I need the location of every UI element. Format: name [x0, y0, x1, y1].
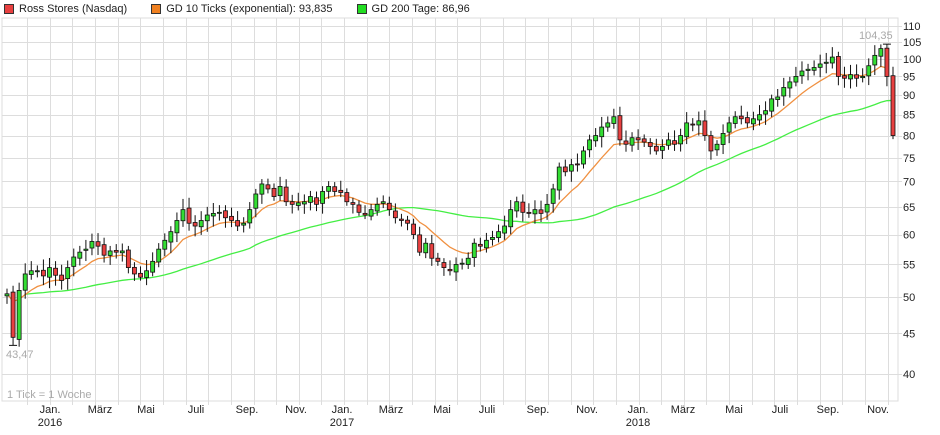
- chart-grid: [1, 17, 902, 405]
- svg-text:Mai: Mai: [433, 404, 451, 416]
- svg-text:110: 110: [903, 21, 921, 33]
- sma200-line: [25, 99, 894, 295]
- svg-text:60: 60: [903, 230, 915, 242]
- svg-text:55: 55: [903, 259, 915, 271]
- legend-item-sma200[interactable]: GD 200 Tage: 86,96: [356, 3, 470, 15]
- svg-text:Sep.: Sep.: [236, 404, 259, 416]
- svg-text:März: März: [88, 404, 112, 416]
- svg-text:90: 90: [903, 90, 915, 102]
- svg-text:Sep.: Sep.: [817, 404, 840, 416]
- svg-text:95: 95: [903, 71, 915, 83]
- svg-text:2017: 2017: [330, 417, 354, 429]
- legend-item-ross-stores[interactable]: Ross Stores (Nasdaq): [4, 3, 127, 15]
- svg-text:Juli: Juli: [479, 404, 496, 416]
- candlestick-series: [4, 43, 896, 347]
- svg-text:Jan.: Jan.: [40, 404, 61, 416]
- svg-text:Nov.: Nov.: [576, 404, 598, 416]
- svg-text:2016: 2016: [38, 417, 62, 429]
- svg-text:Mai: Mai: [137, 404, 155, 416]
- svg-text:75: 75: [903, 153, 915, 165]
- legend-item-ema10[interactable]: GD 10 Ticks (exponential): 93,835: [151, 3, 333, 15]
- svg-text:Juli: Juli: [772, 404, 789, 416]
- legend-swatch-green: [356, 4, 367, 14]
- legend-label: GD 10 Ticks (exponential): 93,835: [166, 3, 333, 15]
- svg-text:Nov.: Nov.: [285, 404, 307, 416]
- svg-text:Juli: Juli: [188, 404, 205, 416]
- svg-text:105: 105: [903, 37, 921, 49]
- svg-text:Sep.: Sep.: [527, 404, 550, 416]
- y-axis: 40 45 50 55 60 65 70 75 80 85 90 95 100 105 110: [903, 21, 921, 381]
- legend-swatch-red: [4, 4, 14, 14]
- svg-text:Mai: Mai: [725, 404, 743, 416]
- svg-text:45: 45: [903, 328, 915, 340]
- svg-text:März: März: [671, 404, 695, 416]
- svg-text:Jan.: Jan.: [628, 404, 649, 416]
- max-price-label: 104,35: [859, 30, 893, 42]
- svg-text:80: 80: [903, 131, 915, 143]
- svg-text:40: 40: [903, 369, 915, 381]
- legend-label: Ross Stores (Nasdaq): [19, 3, 128, 15]
- legend-swatch-orange: [151, 4, 162, 14]
- svg-text:100: 100: [903, 54, 921, 66]
- min-price-label: 43,47: [6, 349, 34, 361]
- svg-text:Jan.: Jan.: [332, 404, 353, 416]
- tick-interval-note: 1 Tick = 1 Woche: [7, 389, 91, 401]
- legend-label: GD 200 Tage: 86,96: [371, 3, 470, 15]
- svg-text:65: 65: [903, 202, 915, 214]
- svg-text:85: 85: [903, 110, 915, 122]
- svg-text:2018: 2018: [626, 417, 650, 429]
- svg-text:50: 50: [903, 292, 915, 304]
- svg-text:März: März: [379, 404, 403, 416]
- chart-legend: Ross Stores (Nasdaq) GD 10 Ticks (expone…: [4, 1, 470, 17]
- svg-text:Nov.: Nov.: [867, 404, 889, 416]
- svg-text:70: 70: [903, 176, 915, 188]
